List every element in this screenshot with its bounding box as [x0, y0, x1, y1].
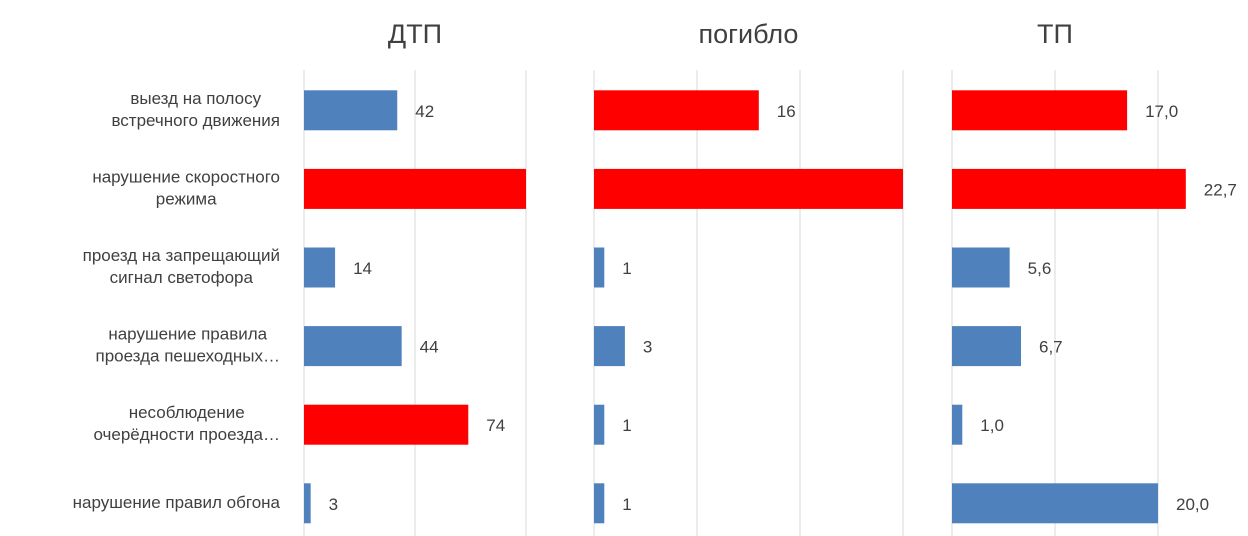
y-tick-label: нарушение правил обгона [73, 493, 281, 512]
bar [304, 326, 402, 367]
data-label: 20,0 [1176, 495, 1209, 514]
bar [304, 483, 311, 524]
bar [304, 90, 398, 131]
chart-title: ДТП [388, 19, 442, 49]
y-tick-label: встречного движения [111, 111, 280, 130]
data-label: 42 [415, 102, 434, 121]
data-label: 1 [622, 495, 631, 514]
data-label: 16 [777, 102, 796, 121]
bar [594, 483, 605, 524]
data-label: 5,6 [1028, 259, 1052, 278]
data-label: 3 [643, 338, 652, 357]
data-label: 1 [622, 416, 631, 435]
y-tick-label: несоблюдение [129, 403, 245, 422]
bar [952, 326, 1022, 367]
bar [594, 90, 759, 131]
bar [952, 247, 1010, 288]
chart-title: погибло [699, 19, 799, 49]
data-label: 1 [622, 259, 631, 278]
y-tick-label: проезда пешеходных… [95, 347, 280, 366]
y-tick-label: проезд на запрещающий [83, 246, 280, 265]
bar [594, 168, 903, 209]
bar [304, 168, 526, 209]
data-label: 6,7 [1039, 338, 1063, 357]
bar [594, 247, 605, 288]
data-label: 14 [353, 259, 372, 278]
chart-title: ТП [1037, 19, 1073, 49]
bar [304, 404, 469, 445]
data-label: 17,0 [1145, 102, 1178, 121]
data-label: 3 [329, 495, 338, 514]
bar [594, 404, 605, 445]
bar [952, 483, 1158, 524]
bar [952, 168, 1186, 209]
y-tick-label: выезд на полосу [130, 89, 261, 108]
data-label: 1,0 [980, 416, 1004, 435]
y-tick-label: режима [156, 189, 217, 208]
y-tick-label: нарушение правила [108, 325, 267, 344]
y-tick-label: нарушение скоростного [92, 167, 280, 186]
y-tick-label: очерёдности проезда… [93, 425, 280, 444]
bar [952, 404, 963, 445]
bar [952, 90, 1128, 131]
data-label: 44 [420, 338, 439, 357]
bar [594, 326, 625, 367]
y-tick-label: сигнал светофора [110, 268, 254, 287]
data-label: 22,7 [1204, 180, 1237, 199]
bar [304, 247, 336, 288]
data-label: 74 [486, 416, 505, 435]
